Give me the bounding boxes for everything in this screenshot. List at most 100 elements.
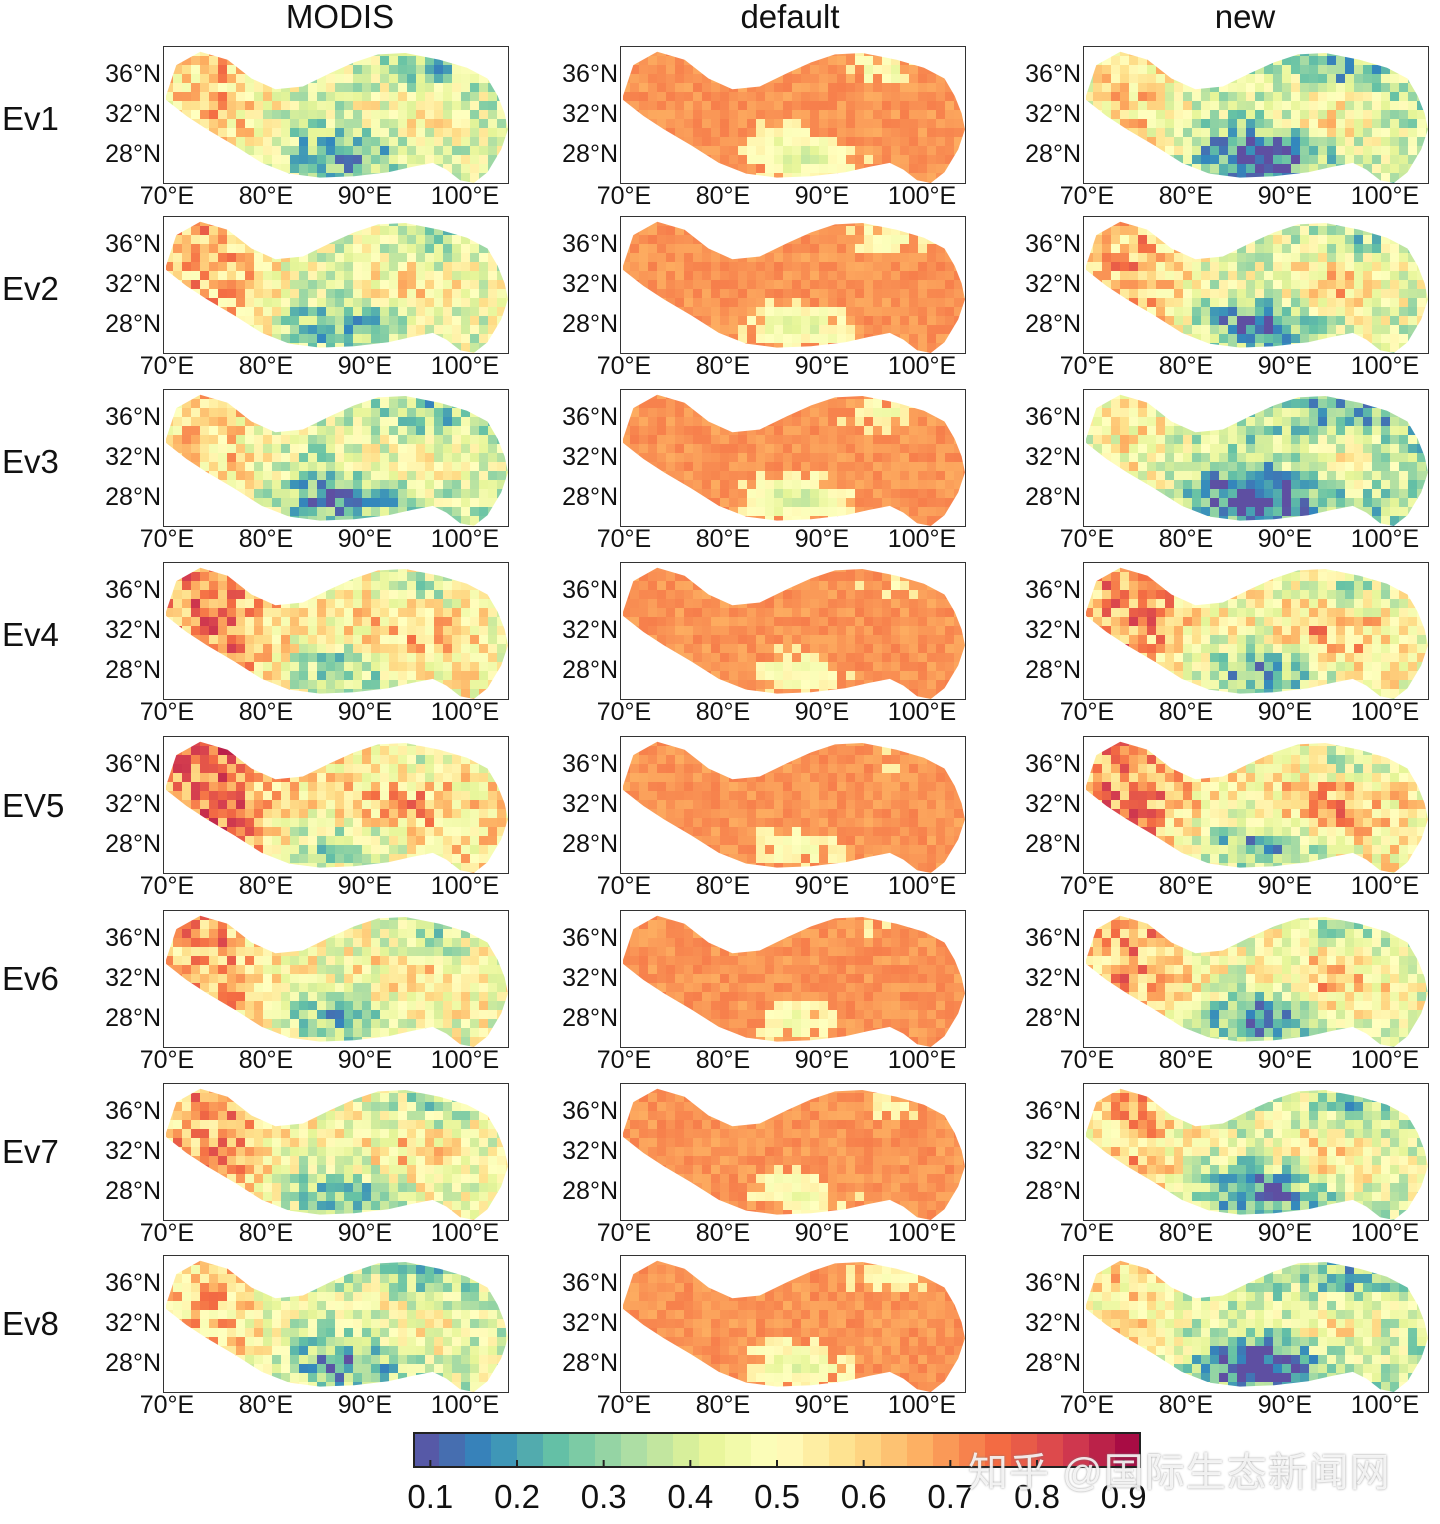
lat-tick-label: 28°N <box>105 830 161 858</box>
lon-tick-label: 90°E <box>337 1391 393 1419</box>
lat-tick-label: 32°N <box>1025 443 1081 471</box>
lat-tick-label: 32°N <box>105 1137 161 1165</box>
lon-tick-label: 100°E <box>1350 182 1420 210</box>
lat-tick-label: 28°N <box>562 310 618 338</box>
lon-tick-label: 90°E <box>337 182 393 210</box>
map-heatmap <box>1086 741 1428 873</box>
lon-tick-label: 90°E <box>794 1046 850 1074</box>
colorbar-segment <box>647 1432 674 1468</box>
lat-tick-label: 32°N <box>562 1137 618 1165</box>
map-heatmap <box>623 51 965 183</box>
lon-tick-label: 90°E <box>794 698 850 726</box>
row-label-4: EV5 <box>2 787 65 824</box>
map-heatmap <box>623 1088 965 1220</box>
lon-tick-label: 80°E <box>1158 1391 1214 1419</box>
colorbar-segment <box>699 1432 726 1468</box>
map-heatmap <box>166 741 508 873</box>
lon-tick-label: 90°E <box>794 1391 850 1419</box>
map-heatmap <box>166 567 508 699</box>
lat-tick-label: 28°N <box>105 1349 161 1377</box>
map-heatmap <box>166 51 508 183</box>
row-label-5: Ev6 <box>2 960 59 997</box>
lat-tick-label: 32°N <box>105 443 161 471</box>
lat-tick-label: 32°N <box>105 100 161 128</box>
lon-tick-label: 80°E <box>1158 1046 1214 1074</box>
lon-tick-label: 80°E <box>695 525 751 553</box>
lon-tick-label: 90°E <box>794 872 850 900</box>
lat-tick-label: 36°N <box>105 230 161 258</box>
lon-tick-label: 100°E <box>1350 1391 1420 1419</box>
colorbar-tick-label: 0.6 <box>840 1478 887 1515</box>
colorbar-segment <box>959 1432 986 1468</box>
lon-tick-label: 70°E <box>1059 1219 1115 1247</box>
colorbar-segment <box>595 1432 622 1468</box>
lat-tick-label: 36°N <box>1025 576 1081 604</box>
lat-tick-label: 36°N <box>562 1097 618 1125</box>
lon-tick-label: 100°E <box>430 872 500 900</box>
lon-tick-label: 100°E <box>887 182 957 210</box>
lon-tick-label: 80°E <box>238 1219 294 1247</box>
colorbar-segment <box>907 1432 934 1468</box>
colorbar-segment <box>673 1432 700 1468</box>
map-panel-MODIS-Ev2 <box>163 216 509 354</box>
lat-tick-label: 32°N <box>562 443 618 471</box>
lat-tick-label: 28°N <box>1025 656 1081 684</box>
lon-tick-label: 100°E <box>887 1391 957 1419</box>
colorbar-tick-label: 0.5 <box>754 1478 800 1515</box>
lat-tick-label: 28°N <box>562 1177 618 1205</box>
colorbar <box>413 1432 1142 1468</box>
lon-tick-label: 90°E <box>337 352 393 380</box>
lon-tick-label: 70°E <box>1059 698 1115 726</box>
lat-tick-label: 36°N <box>562 750 618 778</box>
lon-tick-label: 70°E <box>139 1219 195 1247</box>
lon-tick-label: 100°E <box>430 525 500 553</box>
map-panel-new-Ev2 <box>1083 216 1429 354</box>
map-heatmap <box>166 915 508 1047</box>
map-heatmap <box>623 915 965 1047</box>
lon-tick-label: 70°E <box>1059 352 1115 380</box>
map-heatmap <box>1086 51 1428 183</box>
map-panel-default-Ev3 <box>620 389 966 527</box>
lat-tick-label: 36°N <box>562 230 618 258</box>
lat-tick-label: 32°N <box>562 616 618 644</box>
lon-tick-label: 70°E <box>596 872 652 900</box>
lat-tick-label: 32°N <box>562 270 618 298</box>
colorbar-segment <box>413 1432 440 1468</box>
lon-tick-label: 90°E <box>1257 182 1313 210</box>
lon-tick-label: 90°E <box>794 1219 850 1247</box>
lon-tick-label: 90°E <box>337 1046 393 1074</box>
lat-tick-label: 32°N <box>105 964 161 992</box>
map-heatmap <box>623 1260 965 1392</box>
lon-tick-label: 70°E <box>139 525 195 553</box>
map-heatmap <box>1086 221 1428 353</box>
lat-tick-label: 36°N <box>105 403 161 431</box>
lon-tick-label: 90°E <box>1257 525 1313 553</box>
lon-tick-label: 100°E <box>1350 525 1420 553</box>
lon-tick-label: 100°E <box>887 872 957 900</box>
colorbar-gradient <box>413 1432 1142 1468</box>
map-panel-default-Ev2 <box>620 216 966 354</box>
lon-tick-label: 100°E <box>1350 698 1420 726</box>
lon-tick-label: 70°E <box>1059 1391 1115 1419</box>
lon-tick-label: 80°E <box>238 525 294 553</box>
row-label-1: Ev2 <box>2 270 59 307</box>
colorbar-segment <box>543 1432 570 1468</box>
map-heatmap <box>1086 394 1428 526</box>
map-panel-new-Ev6 <box>1083 910 1429 1048</box>
lon-tick-label: 70°E <box>1059 872 1115 900</box>
lon-tick-label: 90°E <box>1257 1391 1313 1419</box>
row-label-6: Ev7 <box>2 1133 59 1170</box>
lon-tick-label: 100°E <box>430 182 500 210</box>
colorbar-segment <box>491 1432 518 1468</box>
map-panel-new-Ev4 <box>1083 562 1429 700</box>
map-panel-new-Ev8 <box>1083 1255 1429 1393</box>
lat-tick-label: 36°N <box>105 576 161 604</box>
lon-tick-label: 90°E <box>337 525 393 553</box>
lon-tick-label: 90°E <box>794 525 850 553</box>
colorbar-segment <box>855 1432 882 1468</box>
lat-tick-label: 36°N <box>1025 60 1081 88</box>
colorbar-segment <box>1115 1432 1142 1468</box>
colorbar-segment <box>569 1432 596 1468</box>
lat-tick-label: 28°N <box>562 483 618 511</box>
map-panel-new-Ev7 <box>1083 1083 1429 1221</box>
